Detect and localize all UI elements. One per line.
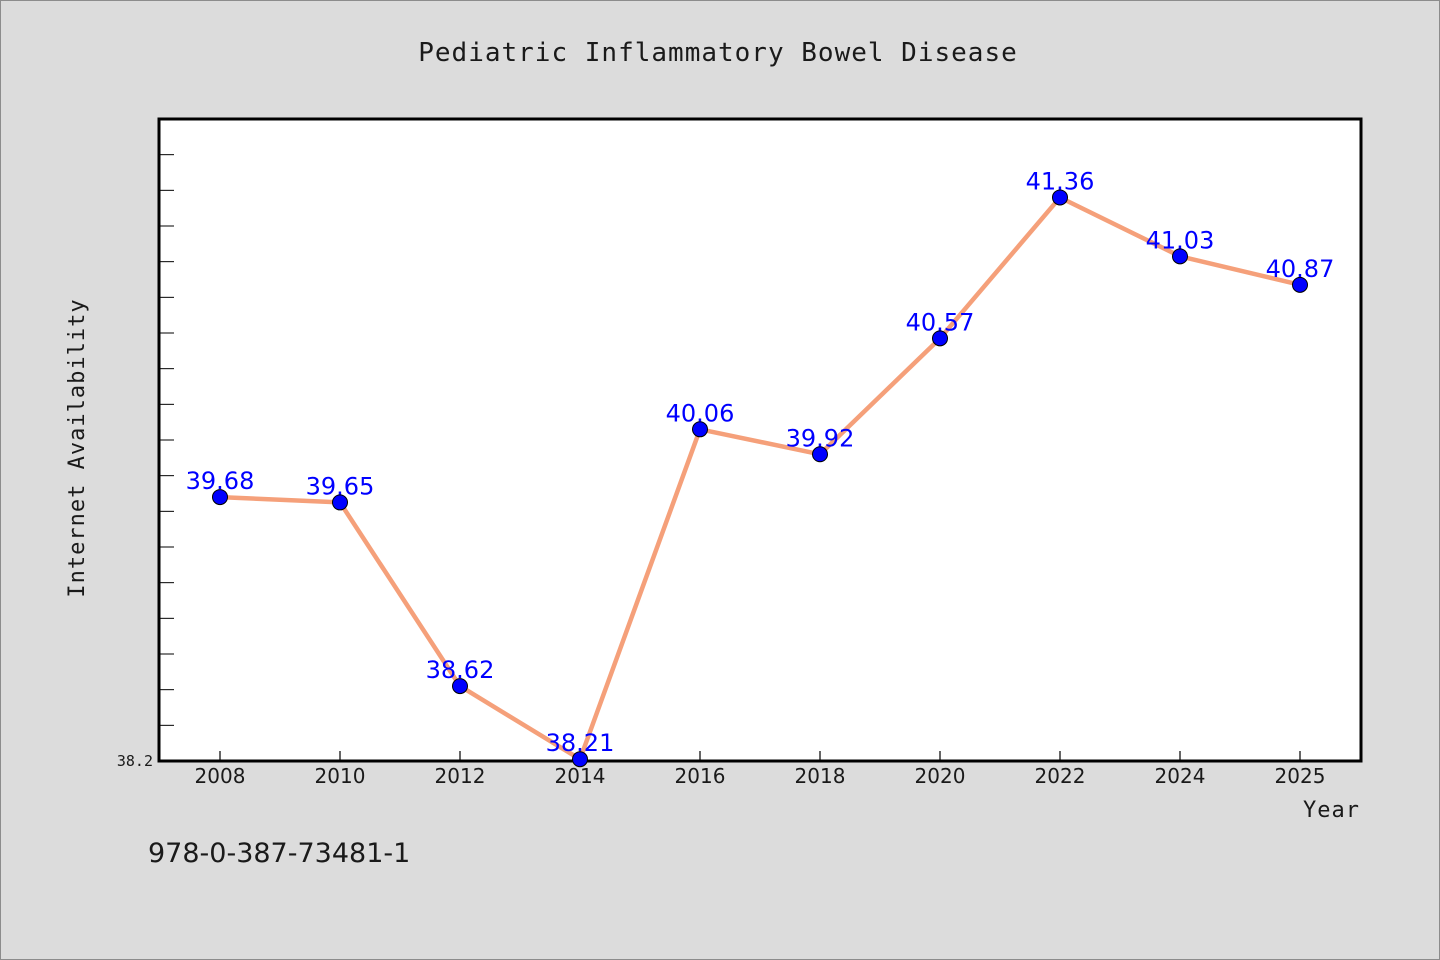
x-axis-ticks (219, 751, 1301, 761)
data-label: 38.21 (546, 729, 615, 757)
x-tick-label: 2016 (675, 764, 726, 788)
y-axis-title: Internet Availability (65, 298, 90, 597)
data-point (452, 678, 468, 695)
x-axis-tick-labels: 2008 2010 2012 2014 2016 2018 2020 2022 2024 2025 (195, 764, 1326, 788)
data-point (1292, 276, 1308, 293)
data-point (332, 494, 348, 511)
series-markers (212, 189, 1308, 768)
series-line-group (217, 195, 1303, 762)
x-tick-label: 2014 (555, 764, 606, 788)
data-point (932, 330, 948, 347)
x-axis-title: Year (1303, 798, 1360, 823)
data-point (212, 489, 228, 506)
data-label: 38.62 (426, 656, 495, 684)
data-point (812, 446, 828, 463)
data-label: 39.68 (186, 467, 255, 495)
x-tick-label: 2025 (1275, 764, 1326, 788)
chart-title: Pediatric Inflammatory Bowel Disease (418, 38, 1018, 68)
series-data-labels: 39.68 39.65 38.62 38.21 40.06 39.92 40.57 41.36… (186, 167, 1335, 757)
x-tick-label: 2008 (195, 764, 246, 788)
x-tick-label: 2022 (1035, 764, 1086, 788)
data-point (1172, 248, 1188, 265)
data-label: 41.03 (1146, 226, 1215, 254)
x-tick-label: 2020 (915, 764, 966, 788)
data-label: 40.57 (906, 308, 975, 336)
y-axis-ticks (159, 118, 174, 726)
data-label: 41.36 (1026, 167, 1095, 195)
data-label: 40.87 (1266, 255, 1335, 283)
x-tick-label: 2024 (1155, 764, 1206, 788)
plot-area (157, 117, 1363, 763)
x-tick-label: 2012 (435, 764, 486, 788)
isbn-footer: 978-0-387-73481-1 (148, 838, 410, 869)
data-label: 39.92 (786, 424, 855, 452)
x-tick-label: 2018 (795, 764, 846, 788)
data-point (1052, 189, 1068, 206)
series-line (217, 195, 1303, 762)
data-label: 39.65 (306, 472, 375, 500)
y-axis-min-label: 38.2 (117, 752, 153, 770)
data-point (692, 421, 708, 438)
x-tick-label: 2010 (315, 764, 366, 788)
data-label: 40.06 (666, 399, 735, 427)
data-point (572, 751, 588, 768)
